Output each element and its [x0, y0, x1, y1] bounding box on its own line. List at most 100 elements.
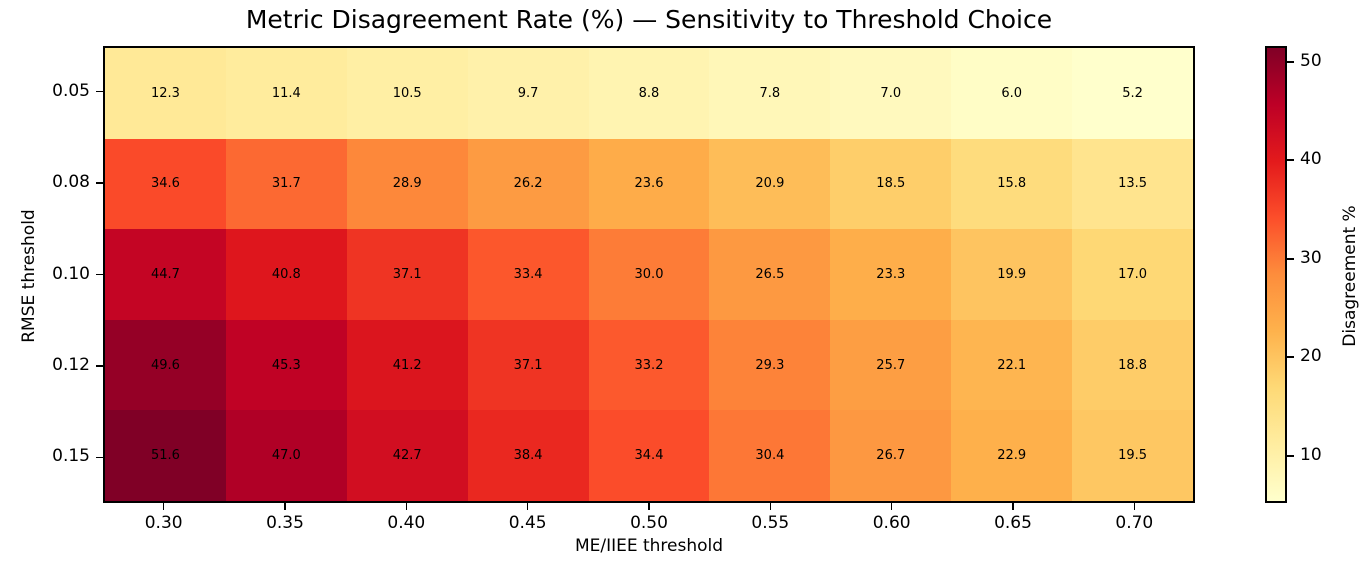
cell-value-label: 18.8 [1118, 357, 1148, 373]
y-axis-tick-label: 0.12 [52, 354, 90, 375]
cell-value-label: 28.9 [392, 176, 422, 192]
cell-value-label: 33.4 [513, 266, 543, 282]
cell-value-label: 49.6 [150, 357, 180, 373]
heatmap-cell: 41.2 [346, 319, 468, 411]
x-axis-tick-mark [769, 503, 772, 510]
cell-value-label: 20.9 [755, 176, 785, 192]
x-axis-tick-mark [162, 503, 165, 510]
cell-value-label: 30.0 [634, 266, 664, 282]
cell-value-label: 44.7 [150, 266, 180, 282]
cell-value-label: 42.7 [392, 448, 422, 464]
x-axis-tick-mark [405, 503, 408, 510]
x-axis-tick-mark [648, 503, 650, 510]
heatmap-cell: 29.3 [709, 319, 831, 411]
heatmap-cell: 15.8 [951, 138, 1073, 230]
colorbar-tick-mark [1287, 454, 1294, 457]
heatmap-cell: 26.7 [830, 410, 952, 501]
heatmap-cell: 5.2 [1072, 48, 1193, 139]
cell-value-label: 17.0 [1118, 266, 1148, 282]
x-axis-tick-label: 0.70 [1115, 513, 1154, 533]
x-axis-tick-label: 0.50 [630, 513, 668, 533]
heatmap-cell: 23.3 [830, 229, 952, 320]
chart-title: Metric Disagreement Rate (%) — Sensitivi… [245, 5, 1053, 34]
y-axis-tick-mark [96, 456, 103, 459]
colorbar-tick-label: 30 [1300, 247, 1322, 268]
heatmap-cell: 33.4 [467, 229, 589, 320]
heatmap-cell: 34.6 [105, 138, 226, 230]
heatmap-cell: 37.1 [467, 319, 589, 411]
heatmap-plot: 12.3 11.4 10.5 9.7 8.8 7.8 7.0 6.0 5.2 34.6 31.7 28… [103, 46, 1195, 503]
heatmap-cell: 19.5 [1072, 410, 1193, 501]
x-axis-tick-label: 0.30 [144, 513, 183, 533]
heatmap-cell: 19.9 [951, 229, 1073, 320]
heatmap-cell: 26.2 [467, 138, 589, 230]
cell-value-label: 23.3 [876, 266, 906, 282]
x-axis-tick-mark [1133, 503, 1136, 510]
colorbar-tick-mark [1287, 159, 1294, 162]
heatmap-cell: 51.6 [105, 410, 226, 501]
colorbar-tick-label: 50 [1300, 50, 1322, 71]
cell-value-label: 41.2 [392, 357, 422, 373]
cell-value-label: 13.5 [1118, 176, 1148, 192]
cell-value-label: 33.2 [634, 357, 664, 373]
x-axis-tick-label: 0.60 [872, 513, 911, 533]
cell-value-label: 11.4 [271, 85, 301, 101]
heatmap-cell: 23.6 [588, 138, 710, 230]
x-axis-tick-mark [1012, 503, 1014, 510]
x-axis-tick-label: 0.55 [751, 513, 790, 533]
colorbar-tick-label: 20 [1300, 346, 1322, 367]
cell-value-label: 34.6 [150, 176, 180, 192]
cell-value-label: 8.8 [638, 85, 660, 101]
cell-value-label: 5.2 [1122, 85, 1143, 101]
heatmap-cell: 34.4 [588, 410, 710, 501]
heatmap-cell: 49.6 [105, 319, 226, 411]
heatmap-cell: 42.7 [346, 410, 468, 501]
heatmap-cell: 9.7 [467, 48, 589, 139]
cell-value-label: 25.7 [876, 357, 906, 373]
colorbar [1265, 46, 1287, 503]
cell-value-label: 18.5 [876, 176, 906, 192]
cell-value-label: 45.3 [271, 357, 301, 373]
cell-value-label: 19.9 [997, 266, 1027, 282]
cell-value-label: 30.4 [755, 448, 785, 464]
cell-value-label: 6.0 [1001, 85, 1022, 101]
x-axis-tick-mark [526, 503, 529, 510]
x-axis-title: ME/IIEE threshold [574, 536, 724, 556]
y-axis-tick-label: 0.10 [52, 263, 90, 284]
x-axis-tick-mark [890, 503, 893, 510]
cell-value-label: 29.3 [755, 357, 785, 373]
heatmap-cell: 10.5 [346, 48, 468, 139]
x-axis-tick-label: 0.65 [994, 513, 1032, 533]
heatmap-cell: 7.8 [709, 48, 831, 139]
heatmap-cell: 33.2 [588, 319, 710, 411]
cell-value-label: 26.7 [876, 448, 906, 464]
cell-value-label: 34.4 [634, 448, 664, 464]
cell-value-label: 47.0 [271, 448, 301, 464]
colorbar-tick-label: 40 [1300, 149, 1322, 170]
cell-value-label: 19.5 [1118, 448, 1148, 464]
y-axis-tick-mark [96, 273, 103, 276]
cell-value-label: 9.7 [517, 85, 539, 101]
heatmap-cell: 30.0 [588, 229, 710, 320]
colorbar-tick-mark [1287, 356, 1294, 359]
cell-value-label: 37.1 [513, 357, 543, 373]
heatmap-cell: 31.7 [225, 138, 347, 230]
cell-value-label: 10.5 [392, 85, 422, 101]
cell-value-label: 26.2 [513, 176, 543, 192]
cell-value-label: 31.7 [271, 176, 301, 192]
x-axis-tick-label: 0.35 [266, 513, 304, 533]
heatmap-cell: 13.5 [1072, 138, 1193, 230]
y-axis-tick-label: 0.08 [52, 172, 90, 193]
heatmap-cell: 40.8 [225, 229, 347, 320]
heatmap-cell: 20.9 [709, 138, 831, 230]
heatmap-cell: 22.9 [951, 410, 1073, 501]
x-axis-tick-label: 0.40 [387, 513, 426, 533]
y-axis-tick-mark [96, 365, 103, 367]
y-axis-title: RMSE threshold [19, 209, 39, 343]
heatmap-cell: 22.1 [951, 319, 1073, 411]
heatmap-cell: 37.1 [346, 229, 468, 320]
heatmap-cell: 28.9 [346, 138, 468, 230]
x-axis-tick-label: 0.45 [508, 513, 547, 533]
cell-value-label: 38.4 [513, 448, 543, 464]
